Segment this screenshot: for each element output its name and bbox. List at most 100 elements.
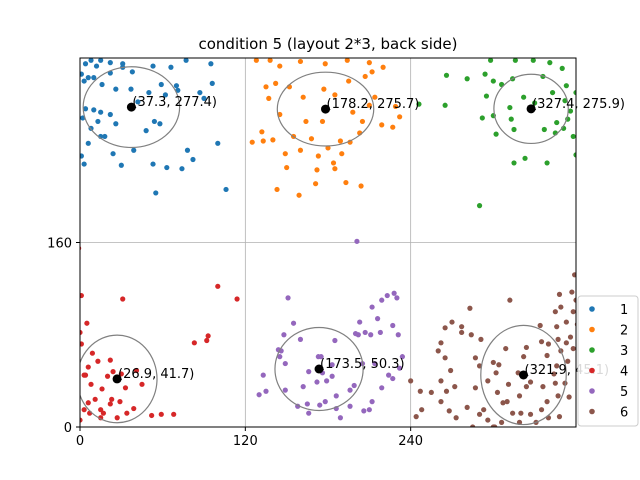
data-point-series-4 [204,337,210,344]
data-point-series-5 [329,373,335,379]
data-point-series-6 [552,309,558,315]
data-point-series-4 [100,410,107,416]
data-point-series-3 [508,116,514,122]
data-point-series-2 [332,92,338,98]
data-point-series-6 [438,340,444,346]
data-point-series-4 [131,405,137,412]
data-point-series-3 [443,72,450,78]
data-point-series-2 [362,73,368,80]
legend-marker-4 [589,367,595,374]
spread-ellipse-5 [274,326,364,412]
data-point-series-2 [369,69,375,75]
data-point-series-6 [569,289,575,295]
data-point-series-1 [168,64,174,70]
data-point-series-6 [538,407,545,413]
data-point-series-4 [99,386,105,392]
center-label-5: (173.5, 50.3) [320,357,405,372]
data-point-series-5 [324,378,330,384]
data-point-series-4 [110,369,116,375]
data-point-series-3 [493,131,499,137]
data-point-series-3 [532,100,538,106]
data-point-series-3 [554,119,560,126]
data-point-series-4 [107,357,113,363]
data-point-series-6 [570,309,576,315]
data-point-series-5 [390,375,396,382]
data-point-series-2 [297,147,304,153]
data-point-series-1 [131,147,137,153]
spread-ellipse-1 [82,66,181,149]
data-point-series-6 [555,393,561,399]
data-point-series-2 [319,118,326,125]
data-point-series-2 [297,58,304,65]
data-point-series-3 [511,160,517,166]
data-point-series-2 [322,61,328,67]
data-point-series-6 [438,399,444,405]
spread-ellipse-2 [276,71,375,147]
data-point-series-6 [566,394,572,400]
data-point-series-4 [122,385,129,391]
data-point-series-1 [190,156,196,163]
data-point-series-1 [98,58,104,63]
data-point-series-5 [318,354,324,360]
data-point-series-4 [88,381,94,387]
data-point-series-4 [80,292,84,299]
data-point-series-2 [284,164,290,171]
data-point-series-4 [171,411,177,417]
data-point-series-4 [95,358,101,364]
data-point-series-2 [267,58,273,63]
data-point-series-3 [547,60,553,66]
data-point-series-1 [197,89,203,96]
data-point-series-3 [567,108,574,114]
data-point-series-6 [449,319,455,325]
data-point-series-2 [344,58,350,63]
data-point-series-2 [282,151,288,157]
data-point-series-1 [157,121,163,127]
center-marker-5 [314,364,324,374]
data-point-series-4 [104,373,111,379]
data-point-series-1 [129,69,135,75]
data-point-series-5 [368,332,374,338]
data-point-series-1 [81,161,87,167]
data-point-series-2 [372,94,378,100]
data-point-series-4 [84,320,90,326]
data-point-series-6 [417,388,423,394]
data-point-series-3 [530,58,536,63]
data-point-series-6 [452,384,458,390]
data-point-series-3 [416,101,422,107]
data-point-series-1 [110,151,116,157]
data-point-series-2 [350,109,356,115]
data-point-series-5 [281,332,287,338]
data-point-series-6 [516,393,523,399]
data-point-series-4 [215,283,221,289]
data-point-series-6 [510,410,516,416]
data-point-series-6 [540,384,546,390]
data-point-series-1 [201,95,207,101]
data-point-series-2 [330,160,337,166]
data-point-series-1 [80,153,84,159]
spread-ellipse-3 [493,73,569,145]
data-point-series-1 [81,78,87,84]
data-point-series-5 [332,337,338,344]
legend-marker-5 [589,388,595,394]
center-marker-2 [321,104,331,114]
data-point-series-2 [260,138,266,144]
data-point-series-1 [91,75,97,81]
data-point-series-4 [133,367,140,374]
data-point-series-5 [352,330,359,337]
data-point-series-5 [394,295,400,301]
legend-box [577,295,639,427]
data-point-series-5 [366,407,372,413]
data-point-series-5 [354,238,360,244]
data-point-series-5 [333,393,339,399]
data-point-series-2 [366,60,372,66]
chart-title: condition 5 (layout 2*3, back side) [199,35,458,53]
x-tick-label: 0 [76,434,84,449]
data-point-series-6 [464,404,470,410]
data-point-series-6 [504,399,510,405]
data-point-series-1 [128,86,134,92]
spread-ellipses [80,66,569,426]
spread-ellipse-6 [480,324,567,426]
data-point-series-1 [98,109,104,115]
data-point-series-2 [273,80,279,86]
data-point-series-1 [107,111,113,118]
